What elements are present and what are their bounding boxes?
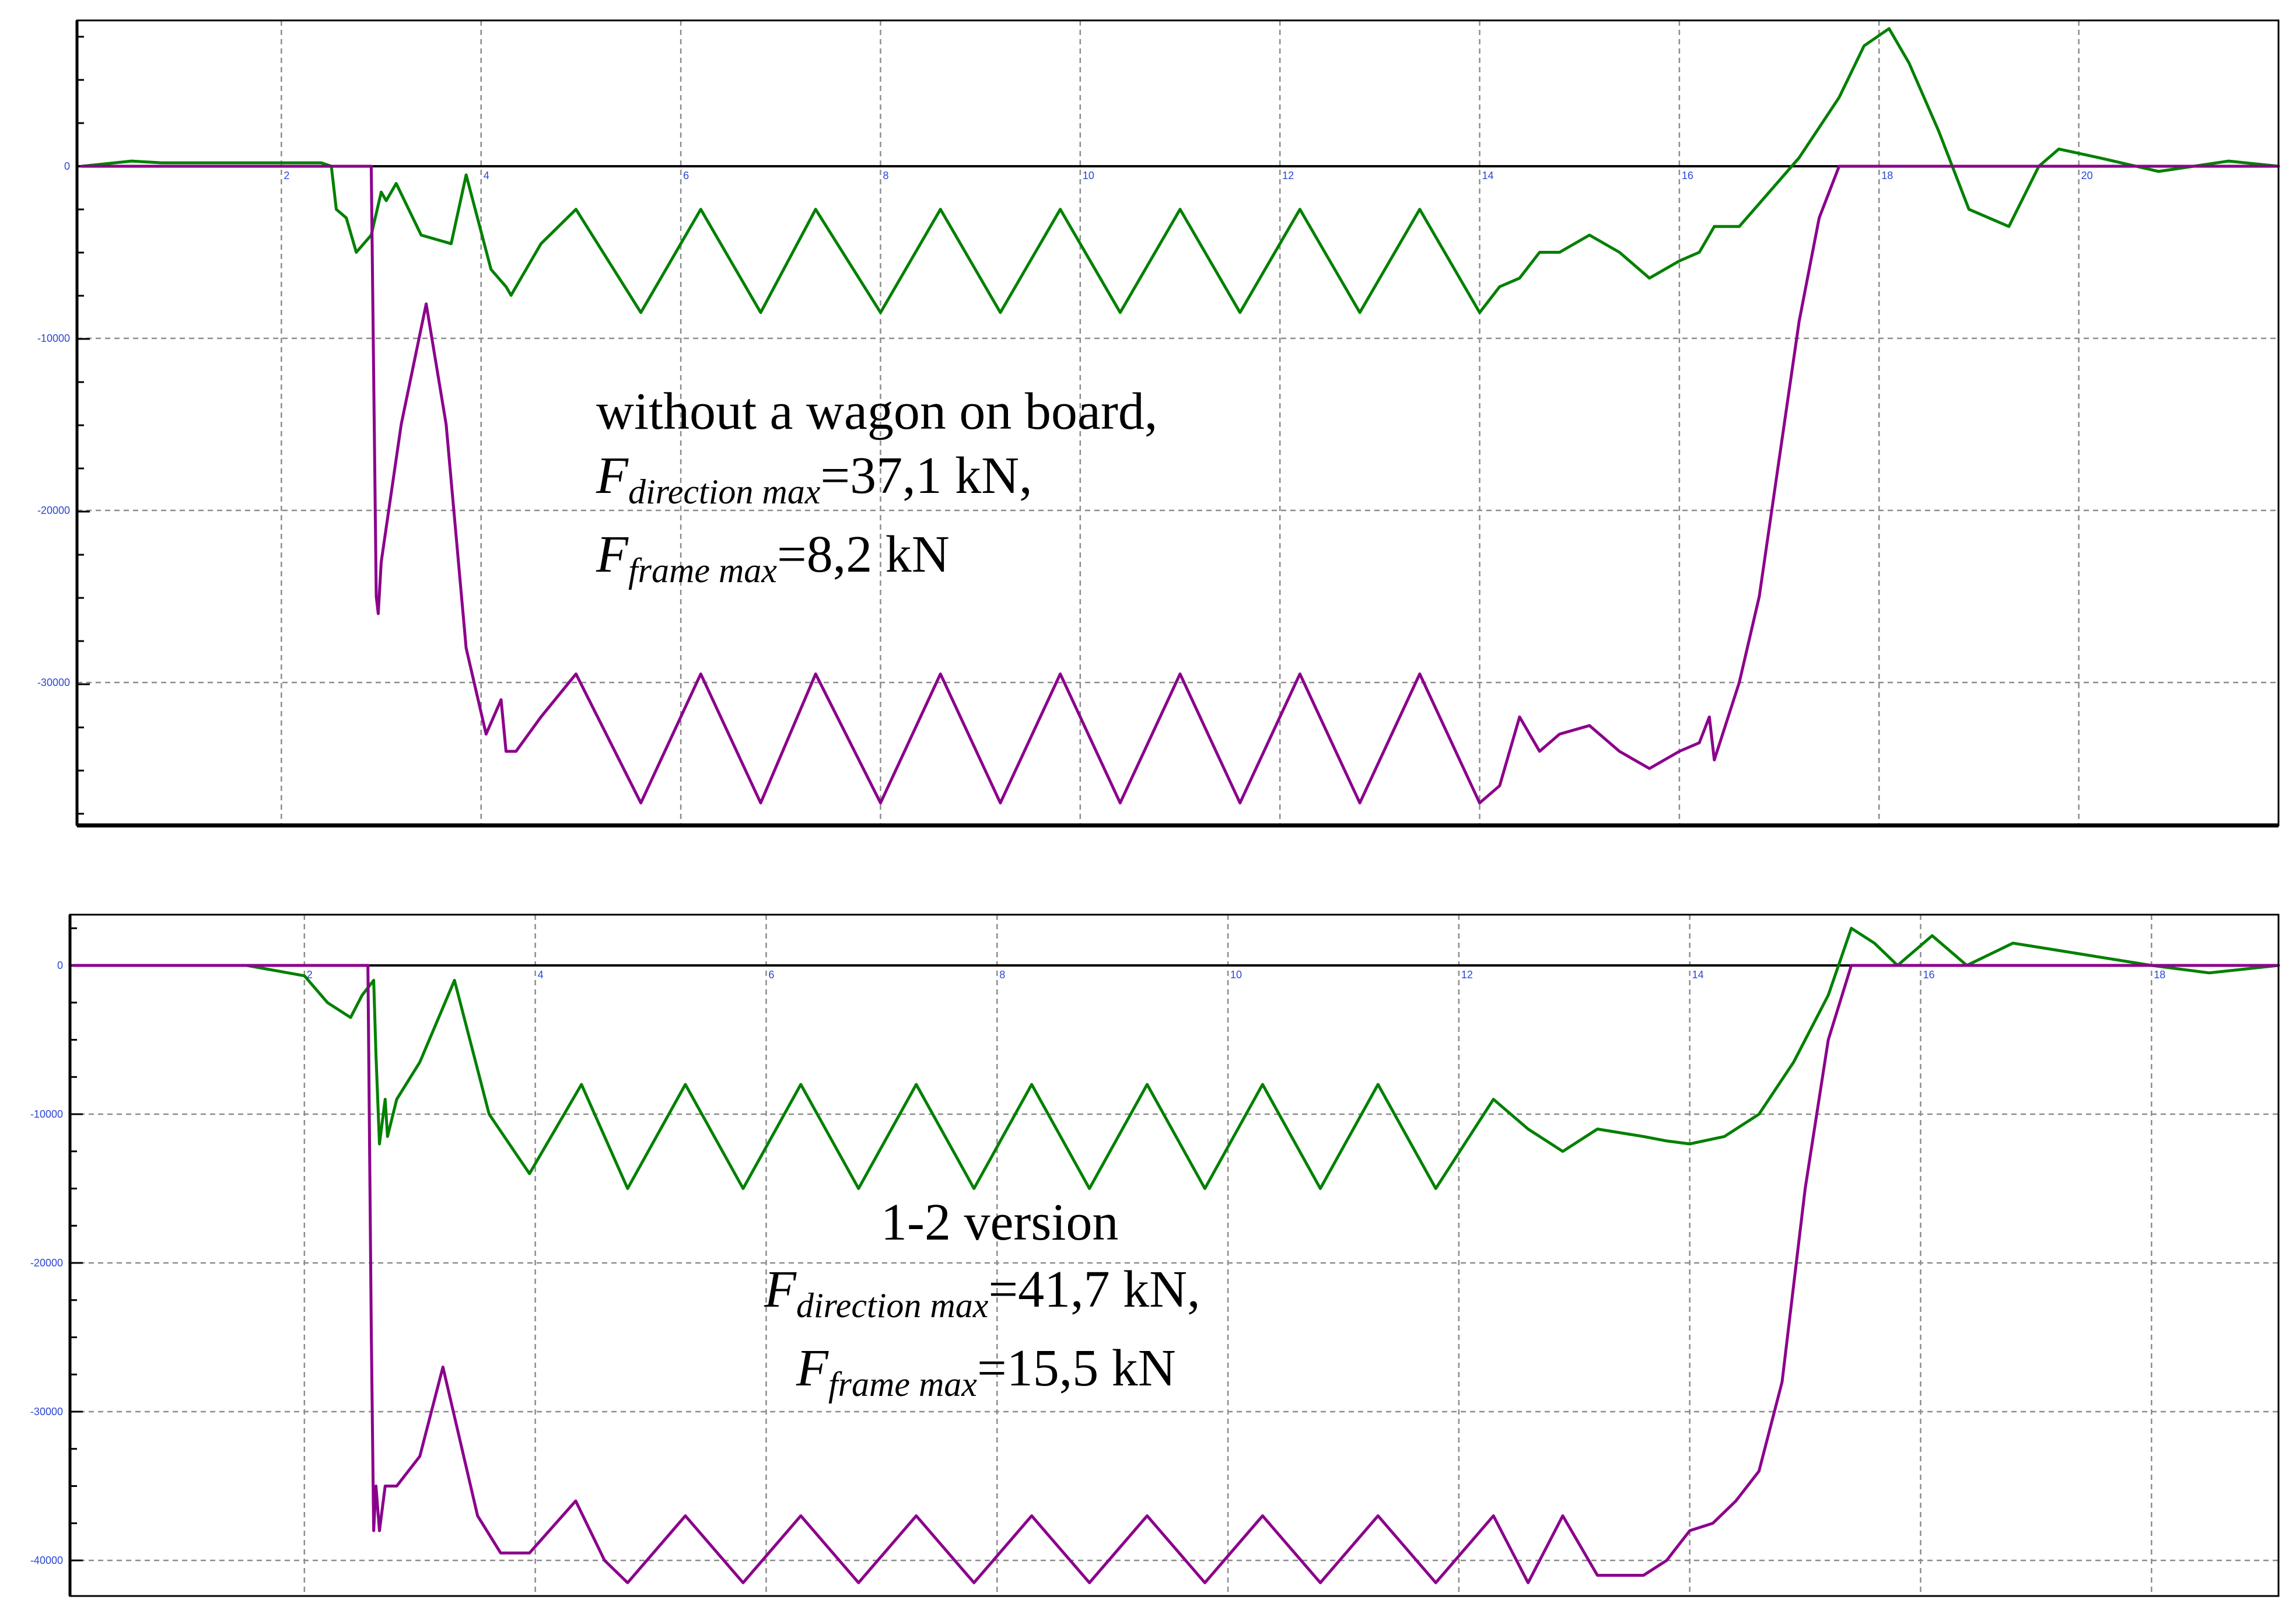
y-tick-label-top: -10000 (37, 332, 70, 344)
x-tick-label-top: 20 (2081, 170, 2093, 181)
x-tick-label-top: 4 (484, 170, 489, 181)
annotation-bottom-line2-subscript: direction max (796, 1286, 989, 1325)
y-tick-label-bottom: -40000 (30, 1555, 63, 1566)
annotation-bottom-line1: 1-2 version (881, 1194, 1118, 1251)
x-tick-label-top: 12 (1282, 170, 1294, 181)
x-tick-label-top: 8 (883, 170, 888, 181)
annotation-top-line2-symbol: F (596, 447, 629, 505)
y-tick-label-bottom: -30000 (30, 1406, 63, 1418)
annotation-top-line3-value: =8,2 kN (777, 526, 950, 583)
annotation-bottom-line2-value: =41,7 kN, (988, 1261, 1200, 1318)
y-tick-label-bottom: 0 (57, 960, 63, 971)
x-tick-label-top: 10 (1083, 170, 1094, 181)
annotation-bottom-line3-value: =15,5 kN (977, 1339, 1176, 1397)
y-tick-label-bottom: -10000 (30, 1108, 63, 1120)
direction-force-line-top (80, 164, 2280, 804)
x-tick-label-bottom: 14 (1692, 969, 1704, 981)
annotation-bottom-line2: Fdirection max=41,7 kN, (764, 1261, 1200, 1325)
x-tick-label-top: 14 (1482, 170, 1494, 181)
chart-panel-top: 0 -10000 -20000 -30000 2 4 6 8 10 12 14 16 18 20 (37, 19, 2280, 828)
x-tick-label-bottom: 2 (307, 969, 313, 981)
direction-force-line-bottom (72, 964, 2280, 1584)
x-tick-label-top: 6 (683, 170, 689, 181)
frame-force-line-bottom (72, 926, 2280, 1190)
annotation-top-line2-value: =37,1 kN, (820, 447, 1032, 505)
annotation-top-line2-subscript: direction max (628, 473, 821, 511)
annotation-bottom-line3: Fframe max=15,5 kN (796, 1339, 1176, 1404)
y-tick-label-top: -20000 (37, 505, 70, 516)
annotation-top-line3: Fframe max=8,2 kN (596, 526, 950, 590)
x-tick-label-top: 2 (284, 170, 289, 181)
x-tick-label-bottom: 16 (1923, 969, 1934, 981)
annotation-top-line2: Fdirection max=37,1 kN, (596, 447, 1032, 511)
y-tick-label-bottom: -20000 (30, 1257, 63, 1269)
annotation-bottom-line2-symbol: F (764, 1261, 797, 1318)
x-tick-label-bottom: 12 (1461, 969, 1473, 981)
frame-force-line-top (80, 27, 2280, 314)
plot-area-top (76, 19, 2280, 827)
x-tick-label-top: 16 (1682, 170, 1693, 181)
annotation-top-line3-subscript: frame max (628, 551, 777, 590)
plot-area-bottom (69, 914, 2280, 1597)
annotation-top-line3-symbol: F (596, 526, 629, 583)
x-tick-label-top: 18 (1881, 170, 1893, 181)
annotation-bottom-line3-symbol: F (796, 1339, 829, 1397)
y-tick-label-top: 0 (64, 160, 70, 172)
x-tick-label-bottom: 4 (538, 969, 544, 981)
y-tick-label-top: -30000 (37, 677, 70, 688)
x-tick-label-bottom: 8 (999, 969, 1005, 981)
annotation-top-line1: without a wagon on board, (596, 383, 1157, 440)
x-tick-label-bottom: 10 (1230, 969, 1242, 981)
annotation-bottom-line3-subscript: frame max (828, 1365, 977, 1404)
x-tick-label-bottom: 18 (2154, 969, 2165, 981)
chart-panel-bottom: 0 -10000 -20000 -30000 -40000 2 4 6 8 10 12 14 16 18 (30, 914, 2280, 1597)
x-tick-label-bottom: 6 (768, 969, 774, 981)
